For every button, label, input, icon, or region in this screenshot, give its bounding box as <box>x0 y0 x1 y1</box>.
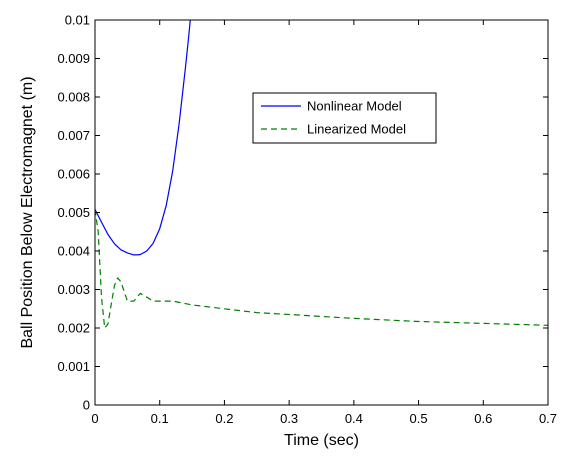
series-layer <box>95 20 548 329</box>
legend: Nonlinear Model Linearized Model <box>252 92 437 144</box>
y-tick-label: 0.008 <box>57 90 90 105</box>
plot-area <box>95 20 548 405</box>
x-tick-label: 0.2 <box>215 411 233 426</box>
x-tick-label: 0.5 <box>410 411 428 426</box>
x-tick-label: 0.3 <box>280 411 298 426</box>
y-tick-label: 0.001 <box>57 359 90 374</box>
legend-label-nonlinear-model: Nonlinear Model <box>307 99 402 114</box>
y-axis-label: Ball Position Below Electromagnet (m) <box>19 76 36 348</box>
legend-box <box>252 92 437 144</box>
series-line-nonlinear-model <box>95 20 191 256</box>
y-tick-label: 0 <box>83 398 90 413</box>
x-tick-label: 0 <box>91 411 98 426</box>
y-tick-label: 0.01 <box>65 13 90 28</box>
y-tick-label: 0.009 <box>57 51 90 66</box>
y-tick-label: 0.003 <box>57 282 90 297</box>
x-tick-label: 0.1 <box>151 411 169 426</box>
x-tick-label: 0.6 <box>474 411 492 426</box>
x-axis-label: Time (sec) <box>284 432 359 449</box>
x-axis: 0 0.1 0.2 0.3 0.4 0.5 0.6 0.7 <box>91 20 557 426</box>
series-line-linearized-model <box>95 209 548 329</box>
y-tick-label: 0.007 <box>57 128 90 143</box>
y-tick-label: 0.002 <box>57 321 90 336</box>
y-tick-label: 0.005 <box>57 205 90 220</box>
legend-label-linearized-model: Linearized Model <box>307 122 406 137</box>
y-tick-label: 0.006 <box>57 167 90 182</box>
y-tick-label: 0.004 <box>57 244 90 259</box>
y-axis: 0 0.001 0.002 0.003 0.004 0.005 0.006 0.007 0.00… <box>57 13 548 413</box>
x-tick-label: 0.4 <box>345 411 363 426</box>
x-tick-label: 0.7 <box>539 411 557 426</box>
